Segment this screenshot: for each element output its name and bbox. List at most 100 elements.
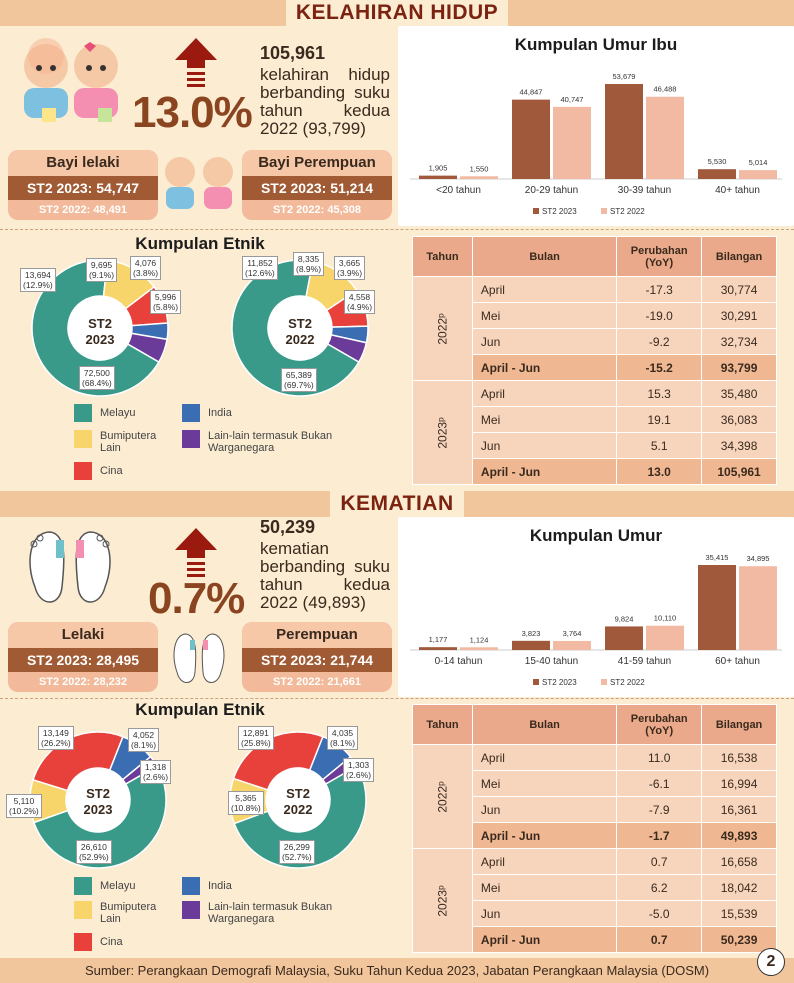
up-arrow-icon [175,38,217,90]
table-cell: Jun [471,900,618,927]
category-label: 60+ tahun [715,656,760,667]
donut-percent: (4.9%) [347,302,373,312]
table-total-row: April - Jun 13.0 105,961 [413,458,777,485]
female-baby-previous: ST2 2022: 45,308 [272,204,362,216]
bar [698,169,736,179]
donut-value: 3,665 [338,258,361,268]
donut-value-label: 4,076 (3.8%) [130,256,162,280]
table-header: Bulan [471,236,618,277]
feet-illustration [20,522,120,612]
category-label: <20 tahun [436,185,481,196]
donut-percent: (69.7%) [284,380,314,390]
donut-hole [266,768,330,832]
donut-percent: (9.1%) [89,270,115,280]
births-donut-2022-center-l1: ST2 [288,316,312,331]
donut-value: 4,052 [132,730,155,740]
births-banner-title: KELAHIRAN HIDUP [285,0,509,26]
table-total-cell: -15.2 [616,354,703,381]
legend-cina: Cina [74,933,123,951]
donut-value: 4,076 [134,258,157,268]
melayu-swatch [74,877,92,895]
bar-value-label: 44,847 [520,88,543,97]
table-total-row: April - Jun 0.7 50,239 [413,926,777,953]
year-cell: 2023ᵖ [412,380,473,485]
table-header: Perubahan (YoY) [616,704,703,745]
table-total-cell: April - Jun [471,458,618,485]
donut-value-label: 4,052 (8.1%) [128,728,160,752]
births-percent: 13.0% [132,88,253,137]
mother-age-bar-chart: Kumpulan Umur Ibu 1,905 1,550 <20 tahun 44,8… [410,35,782,216]
table-total-cell: 49,893 [701,822,777,849]
bar [512,99,550,179]
births-donut-2023-center-l2: 2023 [85,332,115,347]
table-cell: 32,734 [701,328,777,355]
bar [460,647,498,650]
table-row: 2023ᵖ April 15.3 35,480 [412,380,777,485]
donut-value: 72,500 [83,368,110,378]
female-death-label: Perempuan [242,622,392,648]
legend-label: ST2 2023 [542,207,577,216]
births-table: Tahun Bulan Perubahan (YoY) Bilangan 2022ᵖ Ap… [412,236,777,485]
legend-bumiputera: Bumiputera Lain [74,430,164,454]
bar [553,106,591,179]
donut-percent: (12.6%) [245,268,275,278]
donut-percent: (26.2%) [41,738,71,748]
donut-value: 4,035 [331,728,354,738]
legend-label: ST2 2022 [610,678,645,687]
deaths-count: 50,239 [260,517,316,537]
bar [646,96,684,179]
legend-bumiputera-label: Bumiputera Lain [100,901,157,925]
bar-value-label: 3,764 [563,629,582,638]
bar-value-label: 1,550 [470,164,489,173]
india-swatch [182,877,200,895]
bar [419,175,457,179]
donut-percent: (10.2%) [9,806,39,816]
female-baby-current: ST2 2023: 51,214 [242,176,392,200]
up-arrow-icon [175,528,217,580]
births-description: kelahiran hidup berbanding suku tahun ke… [260,65,390,138]
births-donut-2023-center: ST2 2023 [70,316,130,348]
table-cell: 35,480 [701,380,777,407]
table-cell: 30,291 [701,302,777,329]
death-age-bar-chart: Kumpulan Umur 1,177 1,124 0-14 tahun 3,823 3,… [410,526,782,687]
male-death-current: ST2 2023: 28,495 [8,648,158,672]
table-cell: Jun [471,432,618,459]
donut-percent: (52.7%) [282,852,312,862]
births-donut-2023 [31,259,169,397]
births-divider [0,229,794,230]
bar [419,647,457,650]
table-cell: Mei [471,770,618,797]
table-cell: 11.0 [616,744,703,771]
table-cell: 16,361 [701,796,777,823]
year-label: 2023ᵖ [435,416,450,449]
male-death-card: Lelaki ST2 2023: 28,495 ST2 2022: 28,232 [8,622,158,692]
year-cell: 2022ᵖ [412,744,473,849]
bumiputera-swatch [74,430,92,448]
male-death-label: Lelaki [8,622,158,648]
table-row: 2023ᵖ April 0.7 16,658 [412,848,777,953]
table-total-cell: 13.0 [616,458,703,485]
bar [739,170,777,179]
table-row: Mei -6.1 16,994 [413,770,777,797]
donut-percent: (68.4%) [82,378,112,388]
bar [698,565,736,650]
legend-cina-label: Cina [100,935,123,948]
donut-value-label: 5,996 (5.8%) [150,290,182,314]
legend-bumiputera: Bumiputera Lain [74,901,164,925]
donut-value-label: 13,149 (26.2%) [38,726,74,750]
donut-value-label: 12,891 (25.8%) [238,726,274,750]
bar-value-label: 5,530 [708,157,727,166]
table-total-cell: -1.7 [616,822,703,849]
table-cell: 16,994 [701,770,777,797]
bar-value-label: 34,895 [747,554,770,563]
donut-value: 11,852 [247,258,273,268]
donut-percent: (12.9%) [23,280,53,290]
category-label: 30-39 tahun [618,185,671,196]
lainlain-swatch [182,901,200,919]
deaths-description: kematian berbanding suku tahun kedua 202… [260,539,390,612]
table-cell: 34,398 [701,432,777,459]
babies-illustration [14,36,124,126]
table-total-cell: 93,799 [701,354,777,381]
table-header: Tahun [412,236,473,277]
year-cell: 2022ᵖ [412,276,473,381]
